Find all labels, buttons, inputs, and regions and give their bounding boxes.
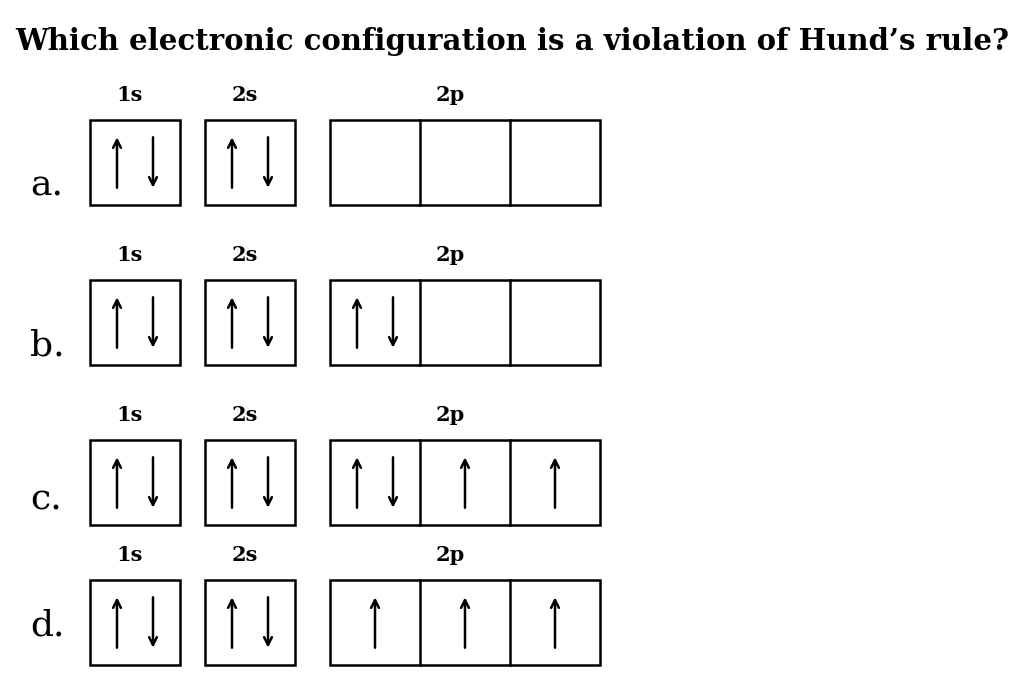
Bar [205, 280, 295, 365]
Text: 1s: 1s [117, 405, 143, 425]
Text: 1s: 1s [117, 245, 143, 265]
Bar [330, 280, 600, 365]
Text: a.: a. [30, 168, 63, 202]
Text: c.: c. [30, 483, 61, 517]
Text: 2s: 2s [231, 245, 258, 265]
Bar [330, 120, 600, 205]
Text: d.: d. [30, 608, 65, 642]
Text: 2s: 2s [231, 545, 258, 565]
Bar [90, 580, 180, 665]
Bar [90, 280, 180, 365]
Text: 1s: 1s [117, 85, 143, 105]
Bar [205, 120, 295, 205]
Bar [205, 580, 295, 665]
Text: 2p: 2p [435, 85, 465, 105]
Text: 2s: 2s [231, 405, 258, 425]
Bar [90, 440, 180, 525]
Bar [90, 120, 180, 205]
Bar [205, 440, 295, 525]
Text: 1s: 1s [117, 545, 143, 565]
Text: 2s: 2s [231, 85, 258, 105]
Bar [330, 440, 600, 525]
Text: 2p: 2p [435, 405, 465, 425]
Text: 2p: 2p [435, 245, 465, 265]
Text: 2p: 2p [435, 545, 465, 565]
Text: Which electronic configuration is a violation of Hund’s rule?: Which electronic configuration is a viol… [15, 28, 1009, 56]
Text: b.: b. [30, 328, 65, 362]
Bar [330, 580, 600, 665]
